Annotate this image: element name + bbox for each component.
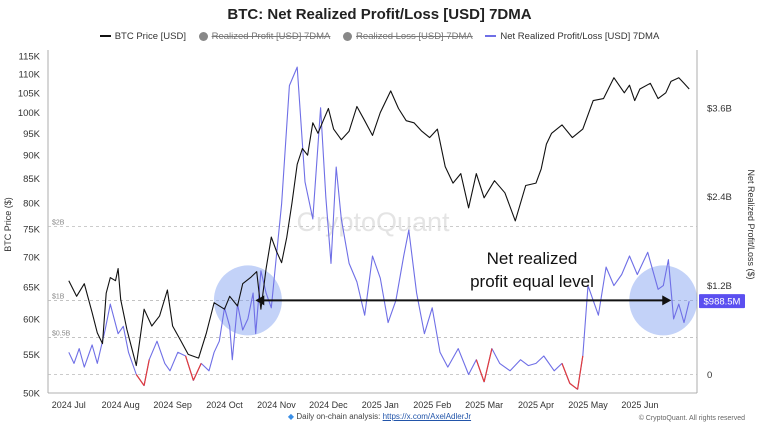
legend-label-realized-loss: Realized Loss [USD] 7DMA	[356, 31, 473, 42]
net-realized-loss-segment	[561, 363, 571, 384]
arrow-head-left	[255, 295, 265, 306]
annotation-line-2: profit equal level	[470, 272, 594, 291]
chart-foreground-layer: $988.5M	[255, 294, 745, 309]
y-left-tick-label: 60K	[23, 315, 41, 326]
dot-icon	[343, 31, 353, 41]
chart-background-layer: $2B $1B $0.5B 50K 55K 60K 65K 70K 75K 80K 85K 90K 95…	[3, 50, 756, 410]
highlight-circle	[213, 265, 282, 336]
line-icon	[99, 35, 111, 38]
x-tick-label: 2024 Dec	[309, 400, 348, 410]
legend-label-price: BTC Price [USD]	[114, 31, 186, 42]
x-tick-label: 2024 Oct	[206, 400, 243, 410]
reference-line-label: $0.5B	[52, 330, 71, 337]
current-value-badge	[699, 294, 745, 309]
current-value-badge-text: $988.5M	[704, 297, 741, 308]
arrow-head-right	[662, 295, 672, 306]
legend-item-price[interactable]: BTC Price [USD]	[99, 31, 186, 42]
net-realized-loss-segment	[143, 359, 150, 386]
y-right-tick-label: $2.4B	[707, 192, 732, 203]
y-left-tick-label: 75K	[23, 224, 41, 235]
legend-item-realized-loss[interactable]: Realized Loss [USD] 7DMA	[343, 31, 473, 42]
x-tick-label: 2025 Jan	[362, 400, 399, 410]
reference-line-label: $2B	[52, 219, 65, 226]
y-right-tick-label: $3.6B	[707, 103, 732, 114]
x-tick-label: 2025 Mar	[465, 400, 503, 410]
legend: BTC Price [USD] Realized Profit [USD] 7D…	[0, 31, 759, 42]
annotation-line-1: Net realized	[487, 249, 578, 268]
y-left-tick-label: 65K	[23, 282, 41, 293]
x-tick-label: 2025 Apr	[518, 400, 554, 410]
net-realized-pl-line	[68, 66, 690, 390]
y-left-tick-label: 70K	[23, 252, 41, 263]
y-left-tick-label: 95K	[23, 129, 41, 140]
x-tick-label: 2024 Aug	[102, 400, 140, 410]
legend-item-realized-profit[interactable]: Realized Profit [USD] 7DMA	[198, 31, 331, 42]
net-realized-loss-segment	[569, 382, 578, 390]
btc-price-line	[68, 77, 690, 367]
legend-item-net[interactable]: Net Realized Profit/Loss [USD] 7DMA	[485, 31, 659, 42]
y-left-tick-label: 115K	[19, 52, 41, 63]
y-left-tick-label: 105K	[18, 88, 41, 99]
legend-label-realized-profit: Realized Profit [USD] 7DMA	[211, 31, 331, 42]
chart-series-layer	[68, 66, 690, 390]
x-tick-label: 2025 Feb	[413, 400, 451, 410]
x-tick-label: 2025 May	[568, 400, 608, 410]
y-left-tick-label: 110K	[19, 69, 41, 80]
x-tick-label: 2024 Nov	[257, 400, 296, 410]
footer-link[interactable]: https://x.com/AxelAdlerJr	[382, 412, 472, 421]
y-left-tick-label: 50K	[23, 389, 41, 400]
chart-title: BTC: Net Realized Profit/Loss [USD] 7DMA	[227, 6, 532, 23]
net-realized-loss-segment	[192, 363, 202, 381]
net-realized-loss-segment	[475, 359, 485, 383]
net-realized-loss-segment	[185, 355, 194, 381]
y-left-tick-label: 90K	[23, 151, 41, 162]
x-tick-label: 2025 Jun	[621, 400, 658, 410]
dot-icon	[198, 31, 208, 41]
net-realized-loss-segment	[483, 348, 493, 383]
footer: ◆ Daily on-chain analysis: https://x.com…	[0, 412, 759, 421]
legend-label-net: Net Realized Profit/Loss [USD] 7DMA	[500, 31, 660, 42]
y-left-axis-label: BTC Price ($)	[3, 197, 13, 252]
y-left-tick-label: 80K	[23, 198, 41, 209]
net-realized-loss-segment	[135, 374, 145, 386]
x-tick-label: 2024 Jul	[52, 400, 86, 410]
x-tick-label: 2024 Sep	[153, 400, 192, 410]
copyright: © CryptoQuant. All rights reserved	[638, 415, 745, 422]
reference-line-label: $1B	[52, 293, 65, 300]
diamond-icon: ◆	[287, 412, 295, 421]
y-right-tick-label: 0	[707, 370, 712, 381]
footer-prefix: Daily on-chain analysis:	[296, 412, 383, 421]
line-icon	[485, 35, 497, 38]
net-realized-loss-segment	[576, 355, 584, 390]
y-right-tick-label: $1.2B	[707, 281, 732, 292]
watermark: CryptoQuant	[296, 207, 450, 237]
y-left-tick-label: 85K	[23, 174, 41, 185]
y-left-tick-label: 55K	[23, 350, 41, 361]
y-left-tick-label: 100K	[18, 108, 41, 119]
y-right-axis-label: Net Realized Profit/Loss ($)	[746, 169, 756, 279]
